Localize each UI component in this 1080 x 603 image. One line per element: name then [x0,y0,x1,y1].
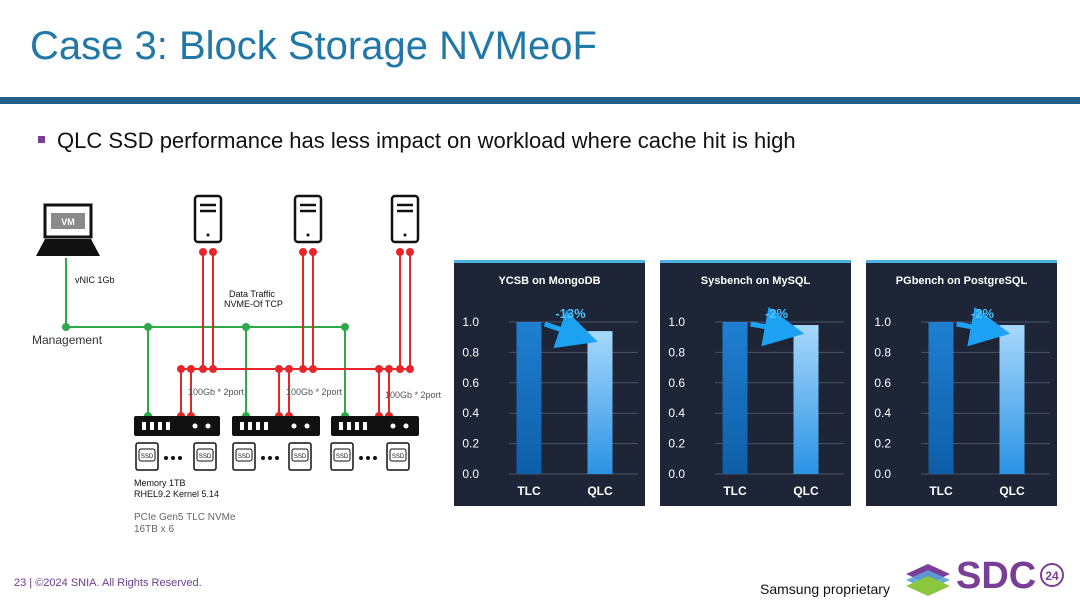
ssd-row: SSD SSD SSD SSD SSD SSD [135,442,410,471]
chart-title-postgresql: PGbench on PostgreSQL [895,275,1028,287]
x-category-label: QLC [587,484,613,498]
bar-qlc [999,325,1025,474]
os-label: RHEL9.2 Kernel 5.14 [134,489,219,499]
y-tick-label: 0.2 [462,437,479,451]
y-tick-label: 1.0 [874,315,891,329]
change-arrow [543,310,598,349]
ssd-label: SSD [392,454,405,460]
y-tick-label: 0.8 [668,345,685,359]
sdc-logo: SDC 24 [906,555,1064,597]
ssd-slot [138,448,156,462]
y-tick-label: 0.2 [874,437,891,451]
ssd-slot [196,448,214,462]
network-diagram: VM [32,194,442,535]
slide-title: Case 3: Block Storage NVMeoF [30,24,597,68]
ellipsis-dot [359,456,363,460]
vm-label: VM [61,217,75,227]
y-tick-label: 0.6 [462,376,479,390]
ellipsis-dot [164,456,168,460]
chart-mysql: 1.0 0.8 0.6 0.4 0.2 0.0 TLC QLC -2% [668,306,844,498]
y-tick-label: 0.0 [874,467,891,481]
storage-node-icon-2 [232,416,320,436]
chart-postgresql: 1.0 0.8 0.6 0.4 0.2 0.0 TLC QLC -2% [874,306,1050,498]
proprietary-label: Samsung proprietary [760,581,890,597]
chart-panel-mysql: Sysbench on MySQL 1.0 0.8 0.6 0.4 0.2 0.0 TLC Q… [660,260,851,506]
x-category-label: QLC [793,484,819,498]
title-divider [0,97,1080,104]
server-icon-3 [390,194,420,244]
ssd-label: SSD [336,454,349,460]
ellipsis-dot [366,456,370,460]
chart-mongodb: 1.0 0.8 0.6 0.4 0.2 0.0 TLC QLC -13% [462,306,638,498]
x-category-label: TLC [517,484,541,498]
change-arrow [956,306,1011,347]
chart-panel-postgresql: PGbench on PostgreSQL 1.0 0.8 0.6 0.4 0.2 0.0… [866,260,1057,506]
chart-title-mongodb: YCSB on MongoDB [498,275,601,287]
bullet-square-icon [38,135,45,143]
bullet-text: QLC SSD performance has less impact on w… [57,128,796,153]
bar-tlc [516,322,542,474]
change-annotation: -13% [555,306,586,321]
x-category-label: TLC [723,484,747,498]
capacity-label: 16TB x 6 [134,524,174,535]
change-annotation: -2% [765,306,789,321]
ssd-slot [235,448,253,462]
bullet-point: QLC SSD performance has less impact on w… [38,128,796,154]
bar-qlc [793,325,819,474]
logo-text: SDC [956,555,1036,597]
bar-qlc [587,331,613,474]
footer-copyright: 23 | ©2024 SNIA. All Rights Reserved. [14,577,202,589]
data-traffic-label: Data Traffic [229,289,275,299]
ssd-slot [333,448,351,462]
y-tick-label: 0.4 [668,406,685,420]
link-label-3: 100Gb * 2port [385,390,442,400]
ssd-slot [389,448,407,462]
ssd-label: SSD [141,454,154,460]
y-tick-label: 0.8 [462,345,479,359]
ssd-slot [291,448,309,462]
ellipsis-dot [373,456,377,460]
logo-badge: 24 [1045,569,1059,583]
ssd-label: SSD [199,454,212,460]
bar-tlc [722,322,748,474]
change-arrow [750,306,805,347]
pcie-label: PCIe Gen5 TLC NVMe [134,512,236,523]
vnic-label: vNIC 1Gb [75,275,115,285]
x-category-label: QLC [999,484,1025,498]
change-annotation: -2% [971,306,995,321]
ellipsis-dot [171,456,175,460]
storage-node-icon-3 [331,416,419,436]
management-label: Management [32,333,103,347]
ellipsis-dot [275,456,279,460]
y-tick-label: 1.0 [462,315,479,329]
link-label-1: 100Gb * 2port [188,387,245,397]
y-tick-label: 0.6 [874,376,891,390]
chart-panel-mongodb: YCSB on MongoDB 1.0 0.8 0.6 0.4 0.2 0.0 TLC QLC… [454,260,645,506]
link-label-2: 100Gb * 2port [286,387,343,397]
y-tick-label: 1.0 [668,315,685,329]
x-category-label: TLC [929,484,953,498]
y-tick-label: 0.4 [874,406,891,420]
memory-label: Memory 1TB [134,478,186,488]
y-tick-label: 0.6 [668,376,685,390]
ellipsis-dot [261,456,265,460]
laptop-vm-icon [36,203,100,256]
storage-node-icon-1 [134,416,220,436]
ellipsis-dot [178,456,182,460]
chart-title-mysql: Sysbench on MySQL [700,275,811,287]
ssd-label: SSD [238,454,251,460]
bar-tlc [928,322,954,474]
y-tick-label: 0.0 [668,467,685,481]
y-tick-label: 0.4 [462,406,479,420]
y-tick-label: 0.2 [668,437,685,451]
ssd-label: SSD [294,454,307,460]
server-icon-2 [293,194,323,244]
ellipsis-dot [268,456,272,460]
nvme-label: NVME-Of TCP [224,299,283,309]
y-tick-label: 0.0 [462,467,479,481]
y-tick-label: 0.8 [874,345,891,359]
server-icon-1 [193,194,223,244]
